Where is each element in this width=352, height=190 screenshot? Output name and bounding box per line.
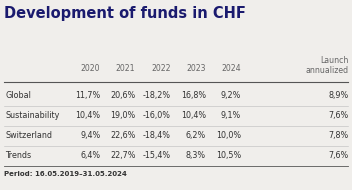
Text: 6,2%: 6,2% xyxy=(186,131,206,140)
Text: 16,8%: 16,8% xyxy=(181,91,206,101)
Text: 22,7%: 22,7% xyxy=(110,151,136,160)
Text: 7,6%: 7,6% xyxy=(328,151,348,160)
Text: 2022: 2022 xyxy=(151,64,171,73)
Text: 8,9%: 8,9% xyxy=(328,91,348,101)
Text: 11,7%: 11,7% xyxy=(75,91,100,101)
Text: 20,6%: 20,6% xyxy=(110,91,136,101)
Text: Global: Global xyxy=(5,91,31,101)
Text: 10,0%: 10,0% xyxy=(216,131,241,140)
Text: 2021: 2021 xyxy=(116,64,136,73)
Text: 10,4%: 10,4% xyxy=(181,111,206,120)
Text: Period: 16.05.2019–31.05.2024: Period: 16.05.2019–31.05.2024 xyxy=(4,171,126,177)
Text: 10,5%: 10,5% xyxy=(216,151,241,160)
Text: 19,0%: 19,0% xyxy=(110,111,136,120)
Text: -16,0%: -16,0% xyxy=(143,111,171,120)
Text: 9,2%: 9,2% xyxy=(221,91,241,101)
Text: -15,4%: -15,4% xyxy=(143,151,171,160)
Text: Launch: Launch xyxy=(320,56,348,65)
Text: 2020: 2020 xyxy=(81,64,100,73)
Text: 7,6%: 7,6% xyxy=(328,111,348,120)
Text: 9,1%: 9,1% xyxy=(221,111,241,120)
Text: 9,4%: 9,4% xyxy=(80,131,100,140)
Text: Development of funds in CHF: Development of funds in CHF xyxy=(4,6,245,21)
Text: 10,4%: 10,4% xyxy=(75,111,100,120)
Text: 2023: 2023 xyxy=(187,64,206,73)
Text: annualized: annualized xyxy=(305,66,348,75)
Text: -18,4%: -18,4% xyxy=(143,131,171,140)
Text: Trends: Trends xyxy=(5,151,31,160)
Text: Sustainability: Sustainability xyxy=(5,111,59,120)
Text: Switzerland: Switzerland xyxy=(5,131,52,140)
Text: 2024: 2024 xyxy=(221,64,241,73)
Text: 22,6%: 22,6% xyxy=(110,131,136,140)
Text: 6,4%: 6,4% xyxy=(80,151,100,160)
Text: 7,8%: 7,8% xyxy=(328,131,348,140)
Text: 8,3%: 8,3% xyxy=(186,151,206,160)
Text: -18,2%: -18,2% xyxy=(143,91,171,101)
